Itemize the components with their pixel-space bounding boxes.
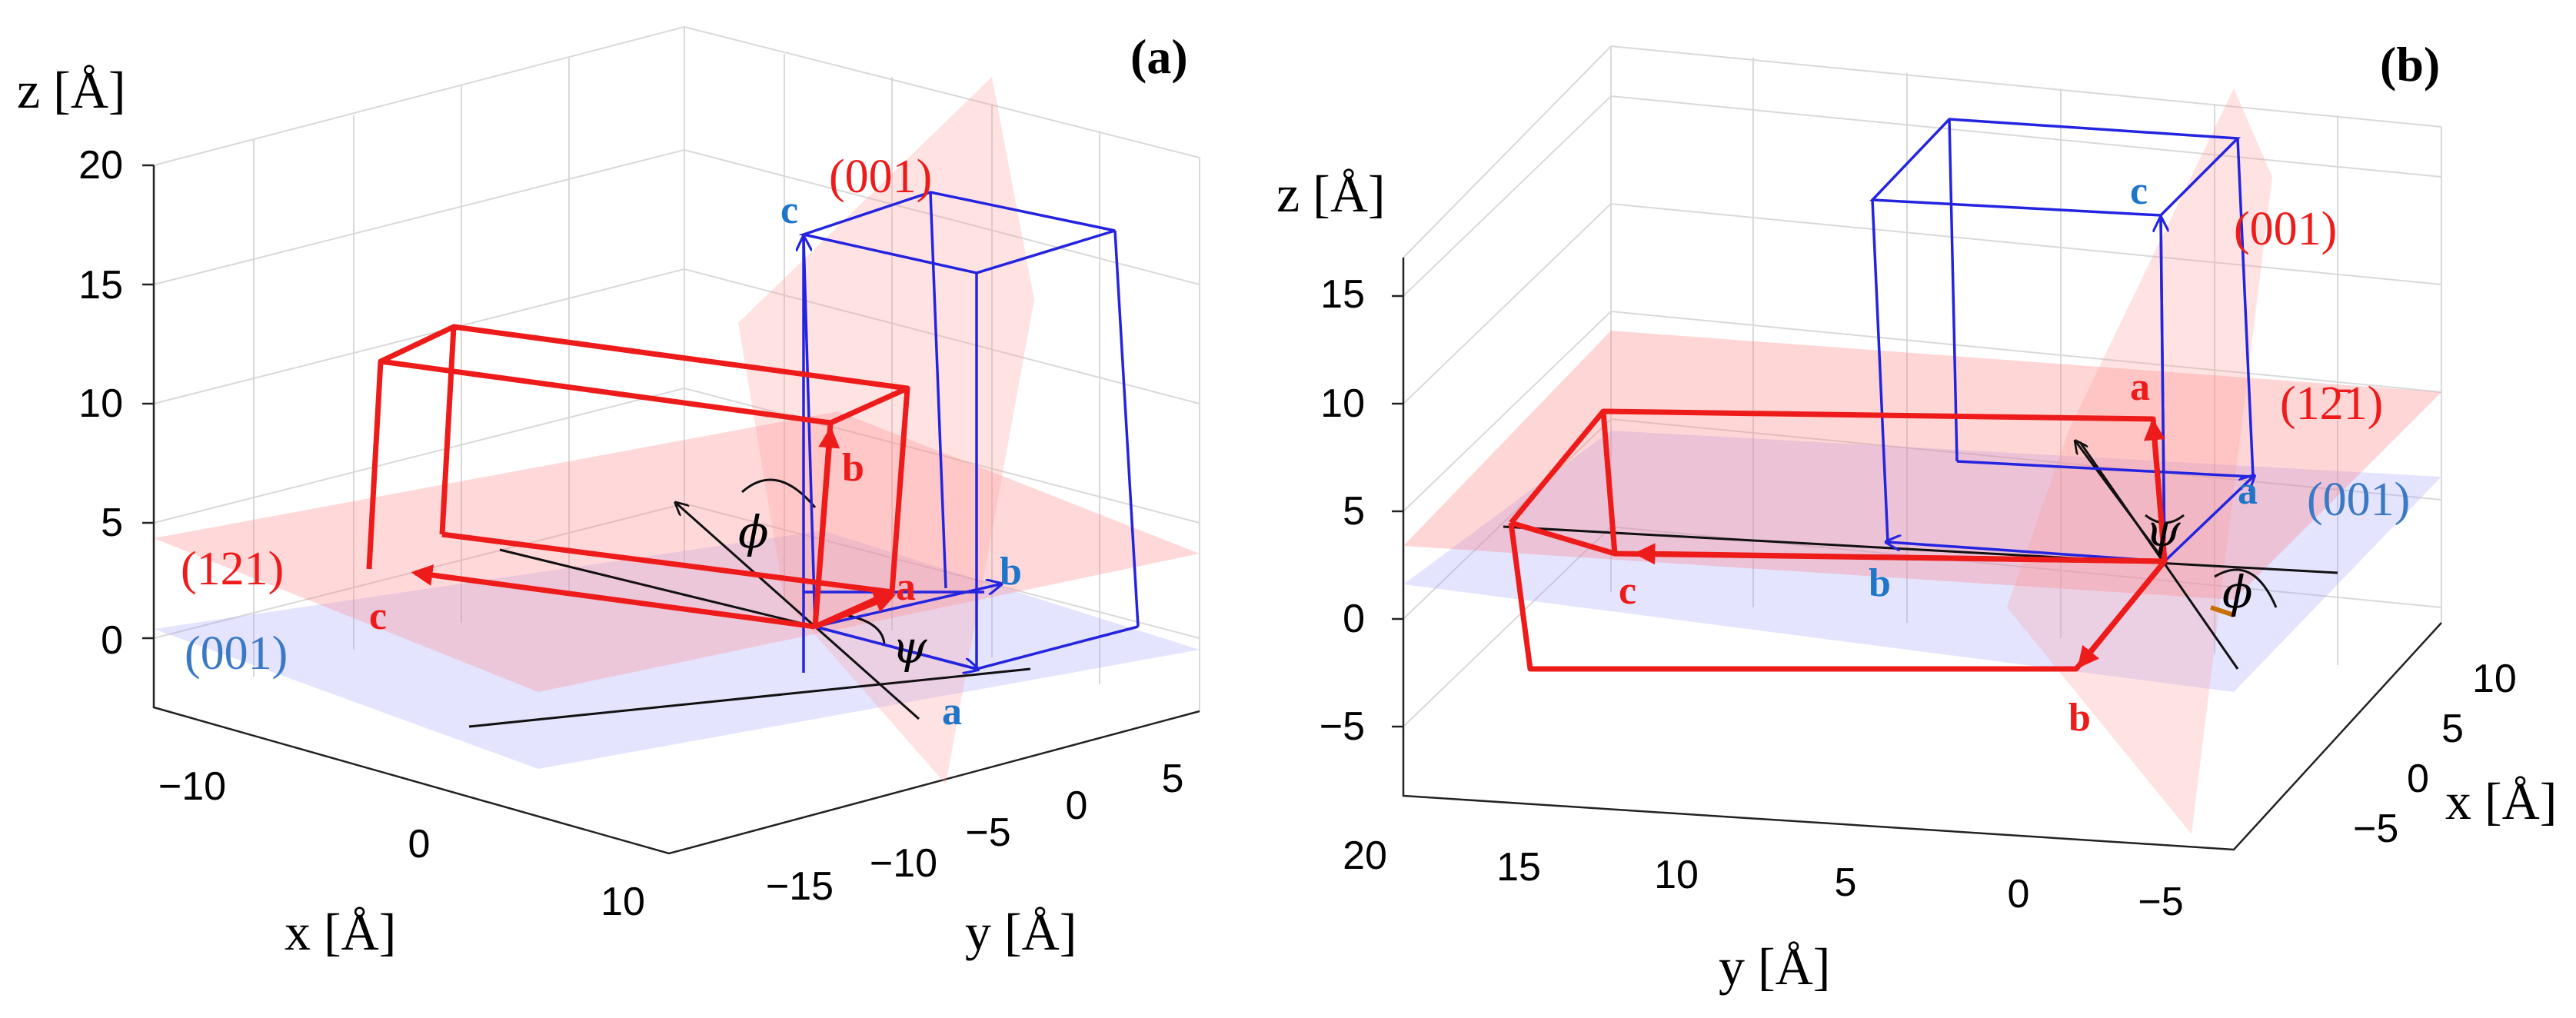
panel-a-red-c-label: c [369,594,387,638]
panel-b-z-tick: −5 [1320,704,1365,749]
panel-a-blue-plane [154,531,1200,769]
panel-b-red-cell [1508,408,2168,672]
panel-b-red-a-label: a [2130,365,2150,409]
panel-b-red-plane-121 [1403,331,2441,600]
panel-b-x-label: x [Å] [2445,772,2557,830]
panel-b-red-c-label: c [1619,569,1636,613]
panel-b-z-tick: 5 [1343,489,1365,534]
panel-b-x-tick: −5 [2353,807,2398,851]
panel-b-blue-a-label: a [2238,469,2258,513]
panel-a-x-tick: 0 [408,822,431,867]
panel-b-y-tick: 15 [1496,845,1541,890]
panel-a-z-tick: 10 [78,381,123,426]
panel-a-phi-arc [741,478,817,508]
panel-a-z-tick: 20 [78,143,123,188]
panel-b-z-tick: 0 [1343,597,1365,641]
panel-a-y-tick: −5 [965,810,1010,855]
panel-a-blue-cell [804,191,1140,673]
panel-b-blue-plane [1403,431,2441,692]
panel-b-ref-line-1 [1503,525,2338,574]
panel-b-z-tick: 15 [1320,272,1365,317]
panel-a-z-label: z [Å] [17,61,126,119]
panel-a-red-cell [366,324,910,630]
panel-a-z-tick: 15 [78,263,123,308]
panel-b-x-tick: 0 [2407,757,2429,801]
panel-a-blue-c-label: c [780,188,798,232]
panel-a: 20 15 10 5 0 −10 0 10 −15 −10 −5 0 5 z [… [17,26,1200,961]
panel-b-phi-mark [2210,605,2235,617]
panel-b-normal-arrow [2076,442,2166,562]
panel-a-blue-a-label: a [942,690,962,734]
panel-a-y-tick: −10 [870,841,937,886]
panel-a-y-label: y [Å] [965,903,1077,961]
panel-a-plane-121-label: (121) [181,543,284,595]
panel-b-x-tick: 10 [2472,657,2517,701]
panel-a-x-tick: −10 [158,764,226,809]
panel-a-red-a-label: a [896,565,916,609]
panel-a-axes [152,165,1200,855]
panel-a-red-plane-001 [738,77,1034,784]
panel-b-y-tick: 5 [1835,860,1857,905]
panel-b-y-tick: −5 [2138,880,2183,924]
panel-b-y-tick: 20 [1343,833,1387,878]
panel-b-plane-001-red-label: (001) [2234,203,2337,255]
panel-b-blue-c-label: c [2130,169,2148,213]
panel-a-x-label: x [Å] [285,903,396,961]
panel-a-y-tick: −15 [766,864,834,909]
panel-a-plane-001-blue-label: (001) [185,627,288,680]
panel-b-plane-001-blue-label: (001) [2307,474,2410,526]
panel-b-y-label: y [Å] [1719,937,1830,996]
panel-b-psi-label: ψ [2145,504,2181,557]
panel-b-blue-b-label: b [1869,561,1891,605]
panel-a-red-plane-121 [154,411,1200,692]
panel-b-z-tick: 10 [1320,381,1365,426]
panel-a-red-b-label: b [842,446,864,490]
panel-b-ref-line-2 [2078,441,2239,670]
panel-b-x-tick: 5 [2441,707,2464,751]
panel-a-psi-label: ψ [892,621,927,674]
panel-a-phi-label: ϕ [738,506,769,558]
panel-a-z-tick: 5 [101,501,123,545]
panel-b: 15 10 5 0 −5 20 15 10 5 0 −5 10 5 0 −5 z… [1276,37,2557,996]
panel-a-ref-line-1 [468,667,1031,728]
panel-b-phi-label: ϕ [2222,566,2253,618]
panel-b-plane-121-label: (12̄1) [2280,378,2383,430]
panel-b-red-plane-001 [2007,88,2272,834]
panel-a-y-tick: 0 [1066,783,1088,828]
panel-a-blue-b-label: b [1000,550,1022,594]
panel-a-title: (a) [1130,29,1188,84]
panel-b-z-label: z [Å] [1276,165,1386,223]
panel-b-red-b-label: b [2068,696,2091,740]
panel-b-phi-arc [2214,568,2278,608]
panel-b-axes [1402,258,2442,851]
panel-b-y-tick: 0 [2008,872,2030,917]
panel-a-y-tick: 5 [1162,757,1184,801]
panel-b-y-tick: 10 [1654,853,1699,897]
panel-a-z-tick: 0 [101,618,123,663]
panel-a-x-tick: 10 [601,880,645,924]
panel-a-plane-001-red-label: (001) [829,151,932,203]
panel-a-normal-arrow [677,504,816,628]
panel-b-title: (b) [2380,37,2440,91]
